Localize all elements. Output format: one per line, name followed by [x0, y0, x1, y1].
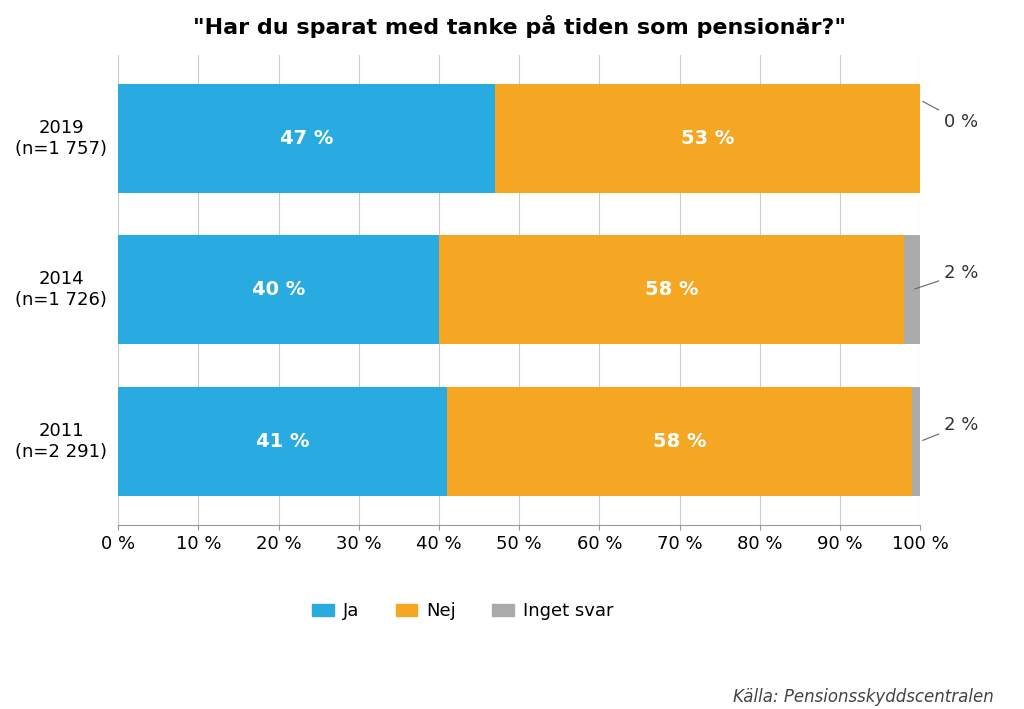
- Bar: [118, 235, 439, 345]
- Bar: [118, 387, 446, 496]
- Text: 47 %: 47 %: [280, 129, 333, 147]
- Text: Källa: Pensionsskyddscentralen: Källa: Pensionsskyddscentralen: [732, 688, 993, 706]
- Bar: [439, 235, 904, 345]
- Text: 58 %: 58 %: [645, 280, 698, 299]
- Text: 53 %: 53 %: [681, 129, 734, 147]
- Bar: [904, 235, 921, 345]
- Bar: [912, 387, 928, 496]
- Bar: [118, 84, 495, 193]
- Title: "Har du sparat med tanke på tiden som pensionär?": "Har du sparat med tanke på tiden som pe…: [193, 15, 846, 38]
- Bar: [495, 84, 921, 193]
- Bar: [446, 387, 912, 496]
- Text: 2 %: 2 %: [923, 416, 979, 440]
- Text: 0 %: 0 %: [923, 101, 978, 131]
- Text: 58 %: 58 %: [652, 432, 707, 451]
- Text: 2 %: 2 %: [914, 264, 979, 289]
- Text: 40 %: 40 %: [252, 280, 305, 299]
- Text: 41 %: 41 %: [256, 432, 309, 451]
- Legend: Ja, Nej, Inget svar: Ja, Nej, Inget svar: [305, 595, 621, 627]
